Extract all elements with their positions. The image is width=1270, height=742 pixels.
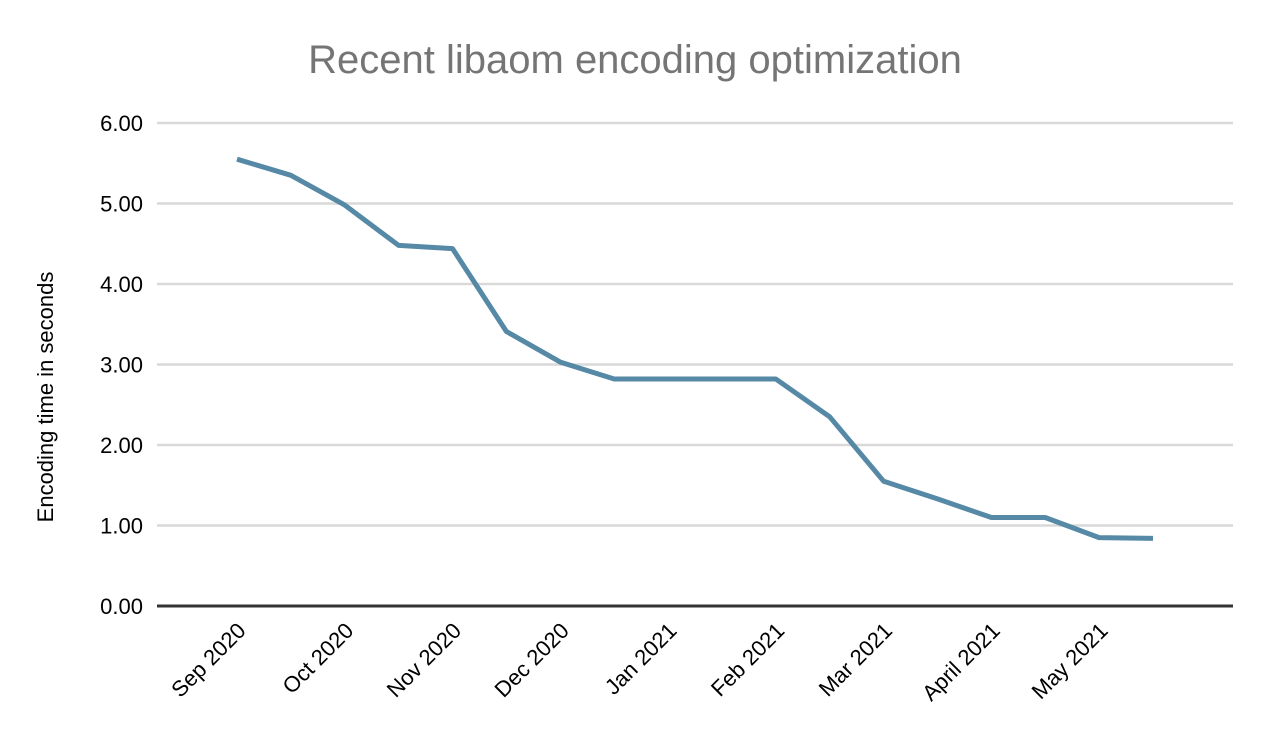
x-tick-label: Mar 2021 <box>814 618 897 701</box>
y-tick-label: 5.00 <box>100 192 143 217</box>
y-tick-label: 2.00 <box>100 433 143 458</box>
y-axis-title: Encoding time in seconds <box>33 272 58 523</box>
y-tick-label: 6.00 <box>100 111 143 136</box>
y-tick-label: 3.00 <box>100 353 143 378</box>
x-tick-label: Jan 2021 <box>600 618 682 700</box>
x-tick-label: Dec 2020 <box>490 618 574 702</box>
encoding-time-line <box>236 156 1154 541</box>
x-tick-label: May 2021 <box>1027 618 1113 704</box>
chart-title: Recent libaom encoding optimization <box>308 38 962 82</box>
x-tick-label: Oct 2020 <box>277 618 358 699</box>
y-tick-label: 1.00 <box>100 514 143 539</box>
y-tick-label: 0.00 <box>100 594 143 619</box>
x-tick-label: Sep 2020 <box>166 618 250 702</box>
x-tick-label: April 2021 <box>917 618 1005 706</box>
y-tick-label: 4.00 <box>100 272 143 297</box>
x-tick-label: Feb 2021 <box>706 618 789 701</box>
x-tick-label: Nov 2020 <box>382 618 466 702</box>
